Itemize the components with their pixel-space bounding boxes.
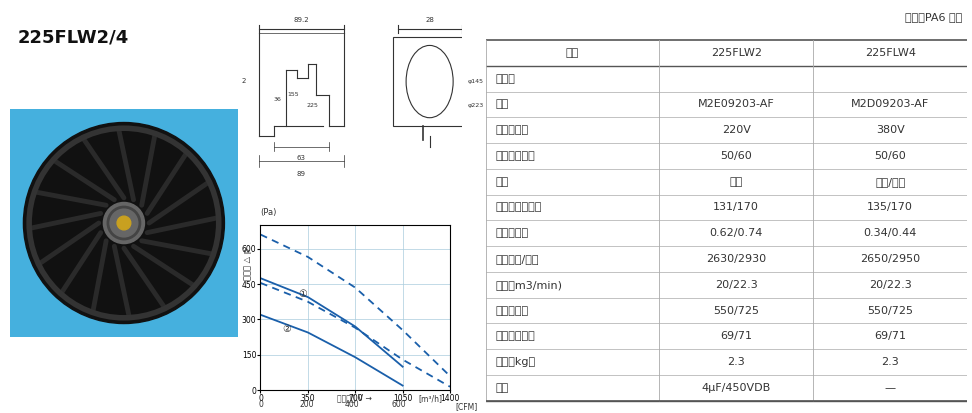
- Text: 155: 155: [287, 93, 298, 97]
- Text: 单相/三相: 单相/三相: [875, 177, 905, 187]
- Text: 28: 28: [425, 17, 434, 23]
- Text: 2: 2: [241, 78, 246, 83]
- Text: 2650/2950: 2650/2950: [860, 254, 920, 264]
- Text: 电机: 电机: [496, 100, 509, 109]
- Circle shape: [117, 216, 131, 230]
- Text: 流量比率 V →: 流量比率 V →: [337, 394, 372, 403]
- Text: 电容: 电容: [496, 383, 509, 393]
- Text: 电压（伏）: 电压（伏）: [496, 125, 529, 135]
- Text: 风量（m3/min): 风量（m3/min): [496, 280, 563, 290]
- Text: 600: 600: [391, 400, 405, 409]
- Text: 36: 36: [274, 97, 282, 102]
- Text: 550/725: 550/725: [867, 306, 913, 316]
- Text: 订货号: 订货号: [496, 74, 515, 84]
- Text: 转速（转/分）: 转速（转/分）: [496, 254, 539, 264]
- Text: ①: ①: [298, 289, 307, 299]
- Text: 2630/2930: 2630/2930: [706, 254, 766, 264]
- Text: 叶轮：PA6 黑色: 叶轮：PA6 黑色: [905, 12, 962, 22]
- Text: φ223: φ223: [469, 103, 484, 108]
- Text: 225FLW2: 225FLW2: [711, 48, 762, 58]
- Text: [CFM]: [CFM]: [455, 402, 477, 411]
- Text: 20/22.3: 20/22.3: [869, 280, 912, 290]
- Text: 电流（安）: 电流（安）: [496, 228, 529, 238]
- Text: 380V: 380V: [876, 125, 905, 135]
- Text: 89.2: 89.2: [294, 17, 309, 23]
- Text: [m³/h]: [m³/h]: [418, 394, 442, 403]
- Text: 225: 225: [306, 103, 318, 108]
- Text: (Pa): (Pa): [260, 208, 277, 217]
- Text: 89: 89: [296, 171, 306, 178]
- Text: 相数: 相数: [496, 177, 509, 187]
- Text: 0: 0: [258, 400, 263, 409]
- Text: 0.34/0.44: 0.34/0.44: [863, 228, 917, 238]
- Text: 200: 200: [299, 400, 314, 409]
- Text: 400: 400: [345, 400, 360, 409]
- Text: 型号: 型号: [566, 48, 579, 58]
- Text: 重量（kg）: 重量（kg）: [496, 357, 536, 367]
- Text: 频率（赫兹）: 频率（赫兹）: [496, 151, 536, 161]
- Circle shape: [23, 123, 225, 323]
- Text: 135/170: 135/170: [867, 202, 913, 213]
- Text: 69/71: 69/71: [720, 331, 752, 342]
- Text: —: —: [885, 383, 896, 393]
- Text: 4μF/450VDB: 4μF/450VDB: [702, 383, 771, 393]
- Text: 63: 63: [296, 155, 306, 161]
- Text: 2.3: 2.3: [882, 357, 899, 367]
- Text: 220V: 220V: [722, 125, 750, 135]
- Text: φ145: φ145: [469, 79, 484, 84]
- Text: ②: ②: [282, 324, 291, 334]
- Text: 50/60: 50/60: [720, 151, 752, 161]
- Text: 0.62/0.74: 0.62/0.74: [710, 228, 763, 238]
- Text: 225FLW2/4: 225FLW2/4: [17, 29, 128, 47]
- Bar: [394, 37, 466, 126]
- Text: 131/170: 131/170: [713, 202, 759, 213]
- Text: 225FLW4: 225FLW4: [865, 48, 916, 58]
- Text: 20/22.3: 20/22.3: [714, 280, 757, 290]
- Text: 静态压 △ p: 静态压 △ p: [243, 248, 253, 280]
- Text: 69/71: 69/71: [874, 331, 906, 342]
- Text: M2D09203-AF: M2D09203-AF: [851, 100, 929, 109]
- Text: 单相: 单相: [730, 177, 743, 187]
- Text: 50/60: 50/60: [874, 151, 906, 161]
- Text: 2.3: 2.3: [727, 357, 746, 367]
- Text: 550/725: 550/725: [713, 306, 759, 316]
- Text: 噪音（分贝）: 噪音（分贝）: [496, 331, 536, 342]
- Circle shape: [103, 202, 145, 244]
- Text: 输入功率（瓦）: 输入功率（瓦）: [496, 202, 542, 213]
- Text: 静压（帕）: 静压（帕）: [496, 306, 529, 316]
- Text: M2E09203-AF: M2E09203-AF: [698, 100, 775, 109]
